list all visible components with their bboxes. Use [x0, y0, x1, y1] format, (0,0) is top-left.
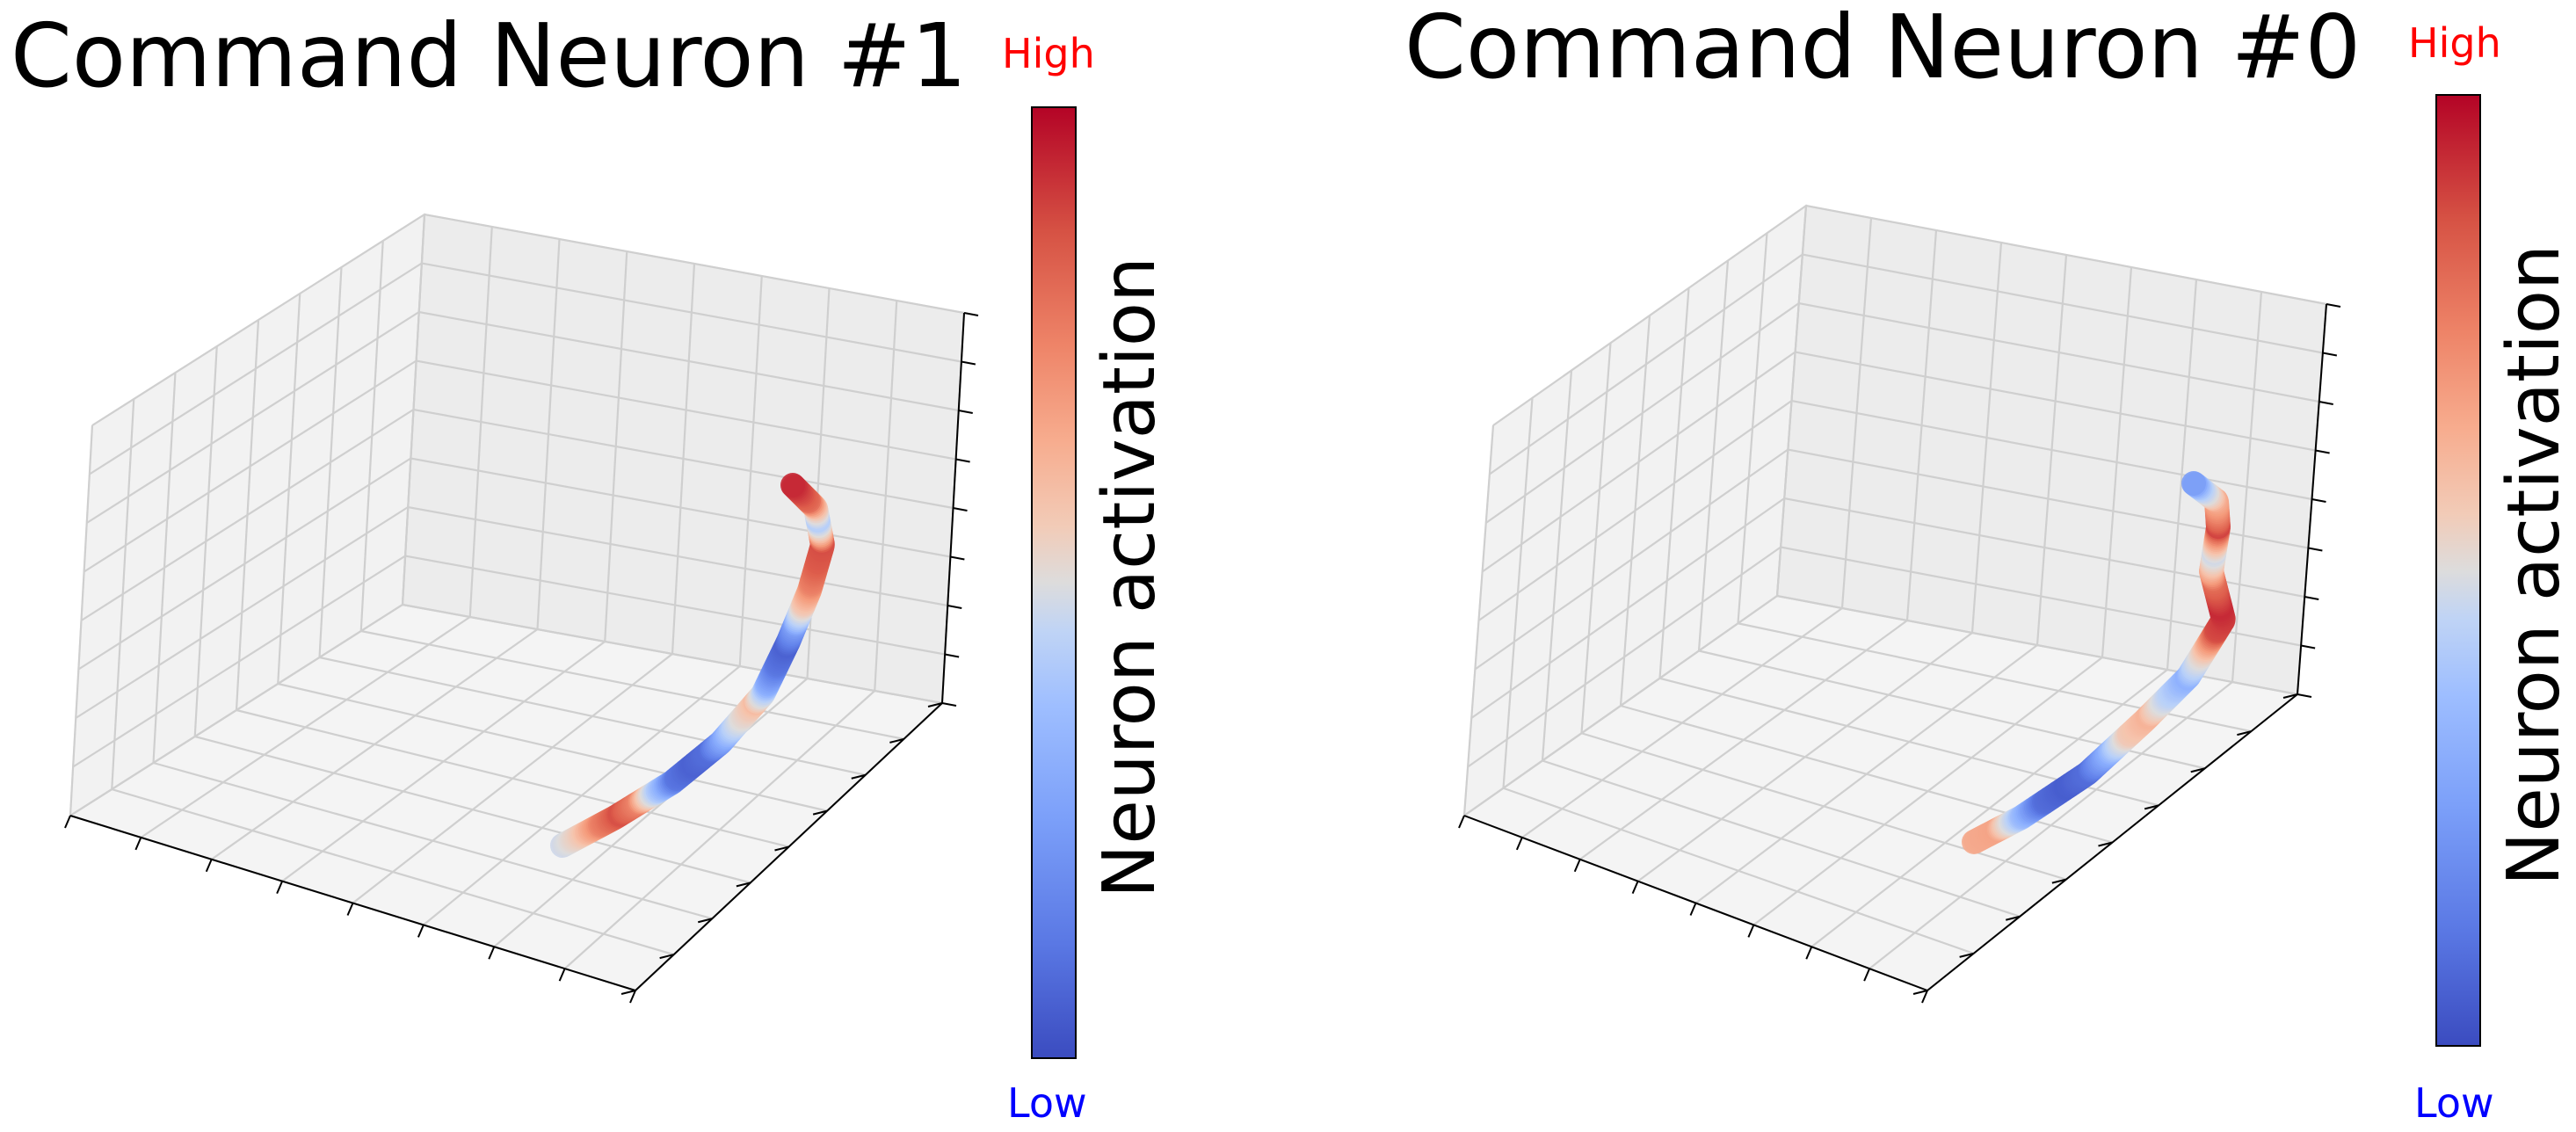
floor-gridline — [319, 656, 866, 776]
floor-gridline — [1810, 669, 2168, 948]
floor-gridline — [1869, 681, 2233, 969]
y-tick — [698, 918, 713, 924]
x-tick — [1921, 990, 1928, 1004]
z-tick — [944, 653, 960, 658]
z-tick — [955, 458, 970, 463]
y-tick — [2237, 730, 2252, 737]
floor-gridline — [278, 682, 828, 812]
z-tick — [953, 507, 968, 512]
3d-scatter-plot — [1458, 203, 2341, 1004]
activation-trajectory — [1962, 471, 2236, 854]
x-tick — [134, 837, 142, 851]
y-tick — [774, 845, 789, 852]
wall-gridline — [401, 214, 426, 606]
y-tick — [2006, 915, 2021, 921]
floor-gridline — [402, 603, 943, 705]
wall-gridline — [1658, 287, 1690, 678]
x-tick — [558, 968, 566, 982]
floor-gridline — [360, 629, 904, 740]
colorbar-low-label: Low — [2414, 1079, 2494, 1127]
floor-gridline — [423, 665, 741, 926]
colorbar-high-label: High — [2408, 19, 2501, 67]
wall-gridline — [874, 300, 898, 692]
z-tick — [2322, 352, 2338, 357]
chart-panel-command-neuron-1: Command Neuron #1 High Low Neuron activa… — [11, 4, 1172, 1127]
x-tick — [205, 859, 213, 873]
x-tick — [1515, 837, 1523, 851]
x-tick — [1573, 859, 1581, 873]
z-tick — [2297, 693, 2312, 698]
y-tick — [2190, 767, 2205, 773]
wall-gridline — [1737, 233, 1768, 624]
z-tick — [963, 312, 979, 316]
wall-gridline — [318, 266, 343, 658]
x-tick — [1458, 815, 1465, 829]
y-tick — [736, 882, 751, 888]
y-tick — [851, 773, 866, 780]
x-tick — [1631, 881, 1639, 895]
floor-gridline — [236, 708, 789, 848]
wall-gridline — [2166, 279, 2198, 671]
x-tick — [629, 990, 636, 1004]
z-tick — [961, 360, 976, 366]
trajectory-point — [2181, 471, 2206, 496]
y-tick — [812, 809, 828, 816]
3d-scatter-plot — [64, 213, 979, 1004]
y-tick — [620, 990, 636, 995]
wall-gridline — [1775, 205, 1808, 597]
floor-gridline — [563, 690, 875, 969]
x-tick — [488, 946, 496, 960]
wall-gridline — [359, 240, 384, 632]
trajectory-point — [780, 473, 805, 497]
z-tick — [2311, 498, 2326, 503]
floor-gridline — [1752, 657, 2103, 926]
x-tick — [346, 903, 354, 916]
chart-title: Command Neuron #0 — [1404, 0, 2362, 98]
floor-gridline — [493, 678, 809, 948]
wall-gridline — [1697, 260, 1730, 651]
wall-gridline — [738, 275, 763, 667]
x-tick — [417, 924, 424, 938]
z-tick — [958, 410, 973, 414]
z-tick — [947, 605, 962, 609]
z-tick — [2326, 303, 2341, 308]
wall-gridline — [2101, 266, 2133, 658]
z-tick — [2318, 401, 2333, 405]
colorbar-axis-label: Neuron activation — [1088, 257, 1172, 898]
y-tick — [889, 737, 904, 744]
x-tick — [64, 815, 71, 829]
y-tick — [2098, 841, 2113, 847]
y-tick — [2282, 693, 2298, 699]
y-tick — [927, 702, 943, 708]
colorbar-low-label: Low — [1007, 1079, 1087, 1127]
z-tick — [2300, 644, 2316, 649]
y-tick — [1912, 990, 1928, 995]
x-tick — [276, 881, 284, 895]
floor-gridline — [1776, 594, 2298, 696]
z-tick — [950, 555, 965, 561]
y-tick — [2144, 804, 2159, 810]
chart-panel-command-neuron-0: Command Neuron #0 High Low Neuron activa… — [1288, 0, 2576, 1132]
x-tick — [1863, 968, 1871, 982]
y-tick — [659, 954, 674, 960]
wall-gridline — [91, 213, 965, 426]
z-tick — [2308, 547, 2323, 552]
wall-gridline — [2231, 291, 2263, 683]
x-tick — [1747, 924, 1755, 938]
activation-trajectory — [550, 473, 835, 858]
colorbar — [2435, 94, 2481, 1047]
chart-title: Command Neuron #1 — [11, 4, 968, 107]
y-tick — [1959, 952, 1974, 958]
wall-gridline — [1492, 204, 2327, 426]
colorbar-axis-label: Neuron activation — [2493, 244, 2576, 886]
z-tick — [2315, 449, 2330, 454]
y-tick — [2051, 878, 2067, 884]
x-tick — [1689, 903, 1697, 916]
colorbar — [1031, 106, 1077, 1059]
wall-gridline — [277, 293, 301, 685]
x-tick — [1805, 946, 1813, 960]
z-tick — [2304, 596, 2319, 600]
z-tick — [941, 702, 957, 707]
colorbar-high-label: High — [1002, 30, 1095, 77]
